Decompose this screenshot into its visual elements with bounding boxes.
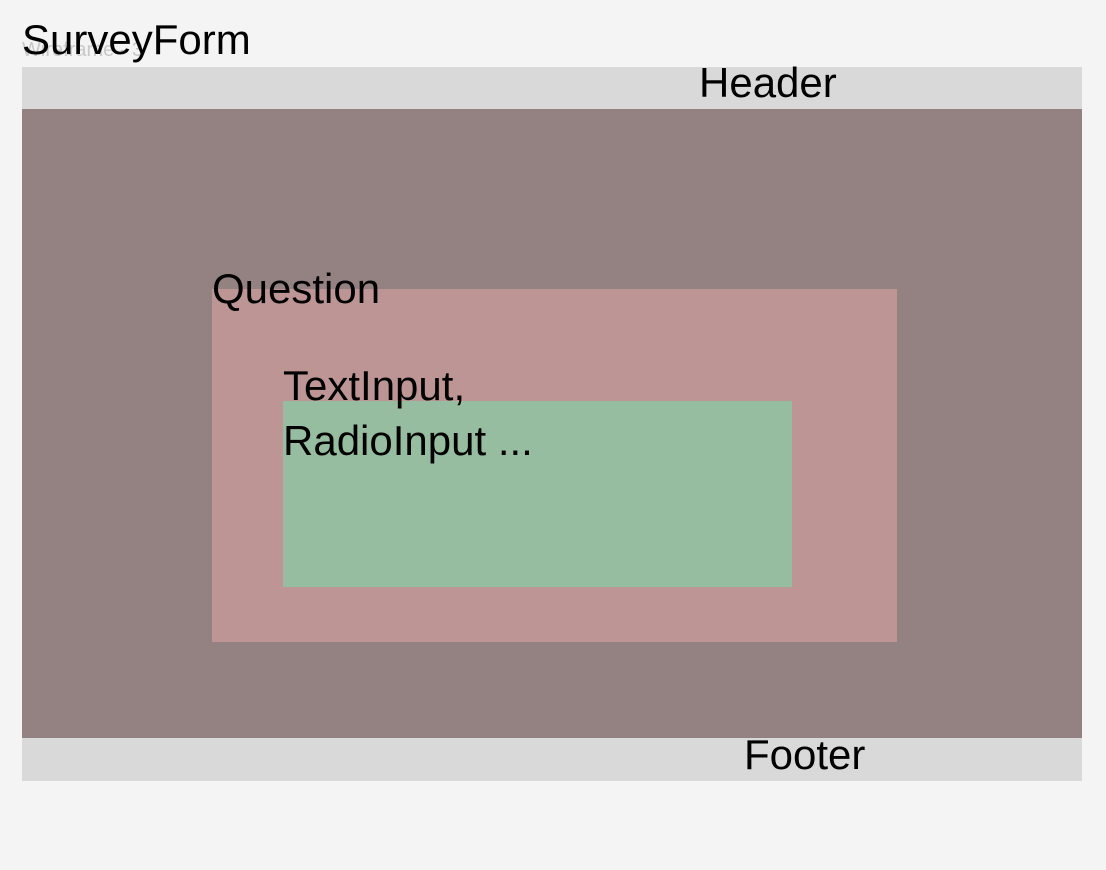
survey-form-label: SurveyForm [22, 16, 251, 63]
footer-bar [22, 738, 1082, 781]
question-label: Question [212, 265, 381, 312]
input-box [283, 401, 792, 587]
header-label: Header [699, 59, 837, 106]
footer-label: Footer [744, 731, 866, 778]
header-bar [22, 67, 1082, 109]
wireframe-caption: Wireframe - 3 [22, 39, 144, 61]
input-types-label: TextInput, RadioInput ... [283, 362, 533, 464]
